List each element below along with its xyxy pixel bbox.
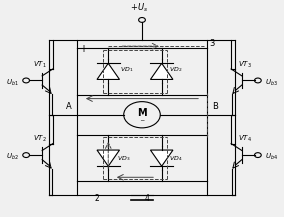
Text: B: B xyxy=(212,102,218,111)
Text: $U_{b3}$: $U_{b3}$ xyxy=(265,77,278,88)
Text: A: A xyxy=(66,102,72,111)
Polygon shape xyxy=(151,150,173,166)
Text: $VT_3$: $VT_3$ xyxy=(238,60,252,70)
Text: $U_{b2}$: $U_{b2}$ xyxy=(6,152,19,162)
Text: $VD_1$: $VD_1$ xyxy=(120,65,133,74)
Text: $+U_s$: $+U_s$ xyxy=(130,1,148,14)
Text: 3: 3 xyxy=(210,39,215,48)
Text: $VT_4$: $VT_4$ xyxy=(238,134,252,145)
Polygon shape xyxy=(97,150,120,166)
Text: $U_{b1}$: $U_{b1}$ xyxy=(6,77,19,88)
Text: M: M xyxy=(137,108,147,118)
Text: $VT_1$: $VT_1$ xyxy=(32,60,46,70)
Text: $VD_4$: $VD_4$ xyxy=(169,154,182,163)
Text: $U_{b4}$: $U_{b4}$ xyxy=(265,152,278,162)
Text: $VT_2$: $VT_2$ xyxy=(32,134,46,145)
Text: +: + xyxy=(79,44,87,54)
Text: $4$: $4$ xyxy=(145,192,151,204)
Text: $VD_3$: $VD_3$ xyxy=(117,154,130,163)
Text: $VD_2$: $VD_2$ xyxy=(169,65,182,74)
Polygon shape xyxy=(151,63,173,79)
Text: _: _ xyxy=(140,115,144,121)
Polygon shape xyxy=(97,63,120,79)
Text: $2^-$: $2^-$ xyxy=(94,192,106,204)
